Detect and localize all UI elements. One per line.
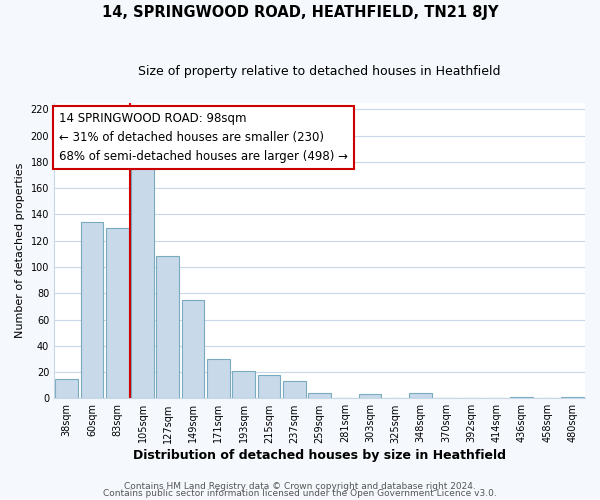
Bar [157, 256, 179, 398]
Text: 14, SPRINGWOOD ROAD, HEATHFIELD, TN21 8JY: 14, SPRINGWOOD ROAD, HEATHFIELD, TN21 8J… [102, 5, 498, 20]
Title: Size of property relative to detached houses in Heathfield: Size of property relative to detached ho… [138, 65, 501, 78]
Bar [207, 359, 230, 399]
Bar [55, 378, 78, 398]
Bar [257, 374, 280, 398]
Bar [131, 156, 154, 398]
Bar [80, 222, 103, 398]
X-axis label: Distribution of detached houses by size in Heathfield: Distribution of detached houses by size … [133, 450, 506, 462]
Y-axis label: Number of detached properties: Number of detached properties [15, 163, 25, 338]
Text: Contains public sector information licensed under the Open Government Licence v3: Contains public sector information licen… [103, 490, 497, 498]
Bar [511, 397, 533, 398]
Bar [359, 394, 382, 398]
Text: 14 SPRINGWOOD ROAD: 98sqm
← 31% of detached houses are smaller (230)
68% of semi: 14 SPRINGWOOD ROAD: 98sqm ← 31% of detac… [59, 112, 349, 162]
Bar [409, 393, 432, 398]
Bar [561, 397, 584, 398]
Bar [106, 228, 128, 398]
Bar [182, 300, 205, 398]
Bar [283, 381, 305, 398]
Bar [232, 370, 255, 398]
Text: Contains HM Land Registry data © Crown copyright and database right 2024.: Contains HM Land Registry data © Crown c… [124, 482, 476, 491]
Bar [308, 393, 331, 398]
